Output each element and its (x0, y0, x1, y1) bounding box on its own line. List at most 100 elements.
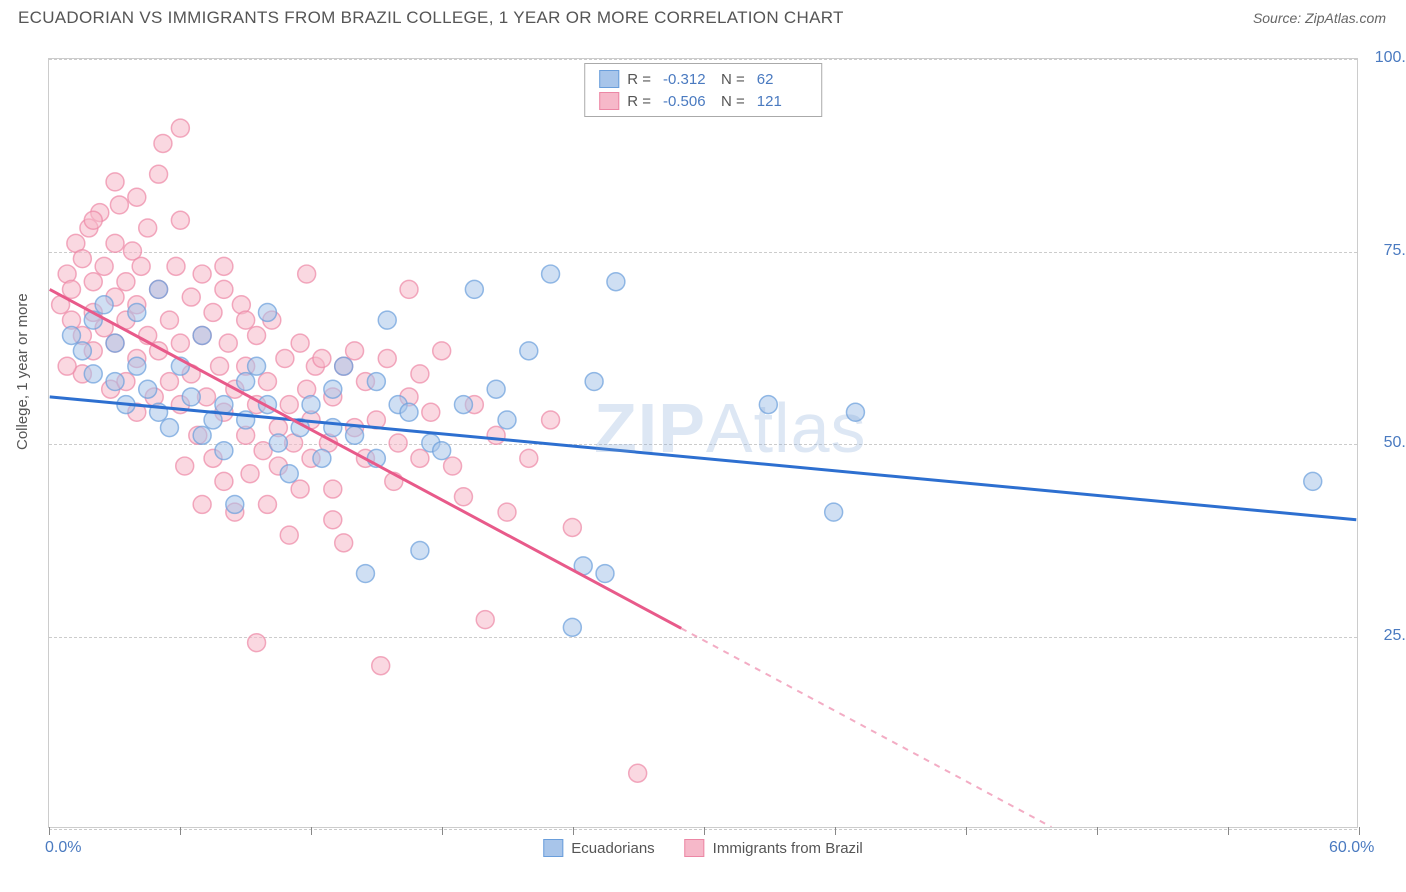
legend-row-ecuadorians: R = -0.312 N = 62 (599, 68, 807, 90)
data-point (248, 327, 266, 345)
data-point (276, 350, 294, 368)
source-attribution: Source: ZipAtlas.com (1253, 10, 1386, 26)
data-point (346, 426, 364, 444)
data-point (542, 265, 560, 283)
data-point (487, 380, 505, 398)
data-point (498, 411, 516, 429)
x-tick (49, 827, 50, 835)
data-point (596, 565, 614, 583)
r-value: -0.506 (663, 93, 713, 110)
data-point (454, 488, 472, 506)
data-point (356, 565, 374, 583)
data-point (280, 465, 298, 483)
x-tick (311, 827, 312, 835)
data-point (219, 334, 237, 352)
chart-header: ECUADORIAN VS IMMIGRANTS FROM BRAZIL COL… (0, 0, 1406, 32)
data-point (106, 173, 124, 191)
data-point (132, 257, 150, 275)
data-point (106, 334, 124, 352)
data-point (372, 657, 390, 675)
data-point (313, 350, 331, 368)
x-tick-label: 0.0% (45, 839, 81, 857)
data-point (280, 396, 298, 414)
data-point (193, 265, 211, 283)
chart-plot-area: ZIPAtlas R = -0.312 N = 62 R = -0.506 N … (48, 58, 1358, 828)
x-tick (704, 827, 705, 835)
y-axis-title: College, 1 year or more (14, 293, 31, 450)
r-label: R = (627, 93, 651, 110)
data-point (139, 219, 157, 237)
data-point (367, 373, 385, 391)
data-point (324, 419, 342, 437)
data-point (95, 257, 113, 275)
data-point (346, 342, 364, 360)
x-tick (442, 827, 443, 835)
data-point (454, 396, 472, 414)
y-tick-label: 25.0% (1384, 627, 1406, 645)
x-tick (180, 827, 181, 835)
data-point (215, 472, 233, 490)
data-point (182, 288, 200, 306)
swatch-icon (599, 92, 619, 110)
data-point (324, 480, 342, 498)
data-point (324, 511, 342, 529)
data-point (84, 365, 102, 383)
data-point (110, 196, 128, 214)
data-point (378, 311, 396, 329)
scatter-svg (49, 59, 1357, 827)
data-point (378, 350, 396, 368)
data-point (422, 403, 440, 421)
swatch-icon (685, 839, 705, 857)
data-point (215, 280, 233, 298)
data-point (63, 327, 81, 345)
data-point (291, 480, 309, 498)
data-point (154, 135, 172, 153)
data-point (389, 434, 407, 452)
data-point (106, 234, 124, 252)
data-point (95, 296, 113, 314)
data-point (128, 357, 146, 375)
data-point (215, 396, 233, 414)
data-point (215, 257, 233, 275)
data-point (629, 764, 647, 782)
data-point (335, 357, 353, 375)
data-point (563, 618, 581, 636)
data-point (291, 334, 309, 352)
data-point (84, 273, 102, 291)
y-tick-label: 100.0% (1375, 49, 1406, 67)
swatch-icon (599, 70, 619, 88)
data-point (171, 334, 189, 352)
data-point (84, 211, 102, 229)
data-point (248, 357, 266, 375)
data-point (1304, 472, 1322, 490)
swatch-icon (543, 839, 563, 857)
data-point (237, 311, 255, 329)
data-point (193, 495, 211, 513)
gridline (49, 829, 1357, 830)
source-label: Source: (1253, 10, 1301, 26)
n-label: N = (721, 93, 745, 110)
data-point (117, 273, 135, 291)
data-point (182, 388, 200, 406)
data-point (411, 449, 429, 467)
r-value: -0.312 (663, 71, 713, 88)
data-point (520, 342, 538, 360)
source-value: ZipAtlas.com (1305, 10, 1386, 26)
x-tick (1097, 827, 1098, 835)
data-point (160, 419, 178, 437)
n-label: N = (721, 71, 745, 88)
data-point (128, 188, 146, 206)
data-point (476, 611, 494, 629)
data-point (226, 495, 244, 513)
data-point (465, 280, 483, 298)
data-point (150, 280, 168, 298)
y-tick-label: 50.0% (1384, 434, 1406, 452)
data-point (433, 342, 451, 360)
legend-row-brazil: R = -0.506 N = 121 (599, 90, 807, 112)
data-point (215, 442, 233, 460)
data-point (433, 442, 451, 460)
data-point (498, 503, 516, 521)
data-point (411, 365, 429, 383)
data-point (563, 519, 581, 537)
data-point (400, 280, 418, 298)
